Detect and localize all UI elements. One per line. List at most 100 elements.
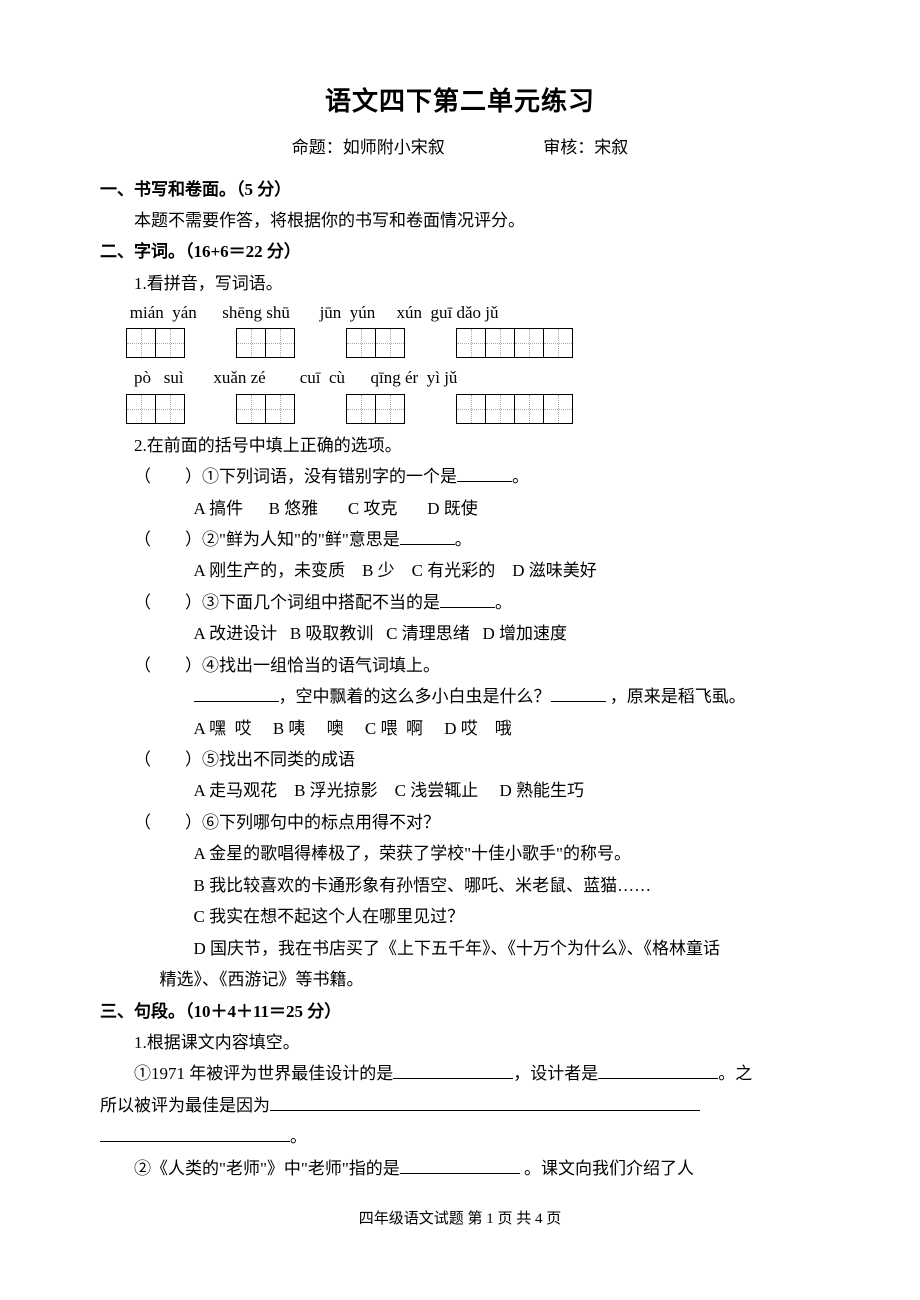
char-box-group xyxy=(236,328,294,358)
char-box[interactable] xyxy=(456,328,486,358)
mcq-stem: （ ）②"鲜为人知"的"鲜"意思是 。 xyxy=(134,524,820,555)
subtitle-left: 命题：如师附小宋叙 xyxy=(292,138,445,157)
document-title: 语文四下第二单元练习 xyxy=(100,78,820,126)
document-subtitle: 命题：如师附小宋叙 审核：宋叙 xyxy=(100,132,820,163)
answer-paren[interactable]: （ ） xyxy=(134,524,202,555)
mcq-options: A 搞件 B 悠雅 C 攻克 D 既使 xyxy=(194,493,821,524)
answer-paren[interactable]: （ ） xyxy=(134,744,202,775)
char-box[interactable] xyxy=(543,328,573,358)
blank[interactable] xyxy=(440,590,495,608)
q3-1-line1: ①1971 年被评为世界最佳设计的是 ，设计者是 。之 xyxy=(134,1058,820,1089)
char-box[interactable] xyxy=(126,394,156,424)
mcq-options: A 走马观花 B 浮光掠影 C 浅尝辄止 D 熟能生巧 xyxy=(194,775,821,806)
stem-text: ②"鲜为人知"的"鲜"意思是 xyxy=(202,530,400,549)
q3-1-text: ①1971 年被评为世界最佳设计的是 xyxy=(134,1064,393,1083)
stem-text: ①下列词语，没有错别字的一个是 xyxy=(202,467,457,486)
char-box[interactable] xyxy=(236,328,266,358)
page-footer: 四年级语文试题 第 1 页 共 4 页 xyxy=(100,1206,820,1234)
q3-1-text: 所以被评为最佳是因为 xyxy=(100,1096,270,1115)
char-box[interactable] xyxy=(514,328,544,358)
stem-text: ⑤找出不同类的成语 xyxy=(202,750,355,769)
blank[interactable] xyxy=(457,464,512,482)
answer-paren[interactable]: （ ） xyxy=(134,587,202,618)
char-box[interactable] xyxy=(346,328,376,358)
char-box[interactable] xyxy=(346,394,376,424)
stem-text: ④找出一组恰当的语气词填上。 xyxy=(202,656,440,675)
box-row-1 xyxy=(126,328,821,358)
char-box-group xyxy=(126,394,184,424)
q3-1-text: 。之 xyxy=(718,1064,752,1083)
q2-2-head: 2.在前面的括号中填上正确的选项。 xyxy=(134,430,820,461)
mcq-option-line: C 我实在想不起这个人在哪里见过？ xyxy=(194,901,821,932)
mcq-stem: （ ）③下面几个词组中搭配不当的是 。 xyxy=(134,587,820,618)
blank[interactable] xyxy=(393,1061,513,1079)
extra-tail: ，原来是稻飞虱。 xyxy=(606,687,746,706)
char-box[interactable] xyxy=(543,394,573,424)
mcq-option-line: A 金星的歌唱得棒极了，荣获了学校"十佳小歌手"的称号。 xyxy=(194,838,821,869)
mcq-option-line: B 我比较喜欢的卡通形象有孙悟空、哪吒、米老鼠、蓝猫…… xyxy=(194,870,821,901)
mcq-stem: （ ）④找出一组恰当的语气词填上。 xyxy=(134,650,820,681)
section-1-body: 本题不需要作答，将根据你的书写和卷面情况评分。 xyxy=(134,205,820,236)
char-box[interactable] xyxy=(126,328,156,358)
mcq-extra: ，空中飘着的这么多小白虫是什么？ ，原来是稻飞虱。 xyxy=(194,681,821,712)
char-box-group xyxy=(456,328,572,358)
section-3: 三、句段。（10＋4＋11＝25 分） xyxy=(100,996,820,1027)
q3-2-text: 。课文向我们介绍了人 xyxy=(524,1159,694,1178)
char-box-group xyxy=(456,394,572,424)
section-2-head: 二、字词。（16+6＝22 分） xyxy=(100,242,301,261)
extra-text: ，空中飘着的这么多小白虫是什么？ xyxy=(279,687,551,706)
stem-tail: 。 xyxy=(512,467,529,486)
char-box[interactable] xyxy=(375,328,405,358)
q3-1-line3: 。 xyxy=(100,1121,820,1152)
blank[interactable] xyxy=(194,684,279,702)
char-box-group xyxy=(346,394,404,424)
q3-1-head: 1.根据课文内容填空。 xyxy=(134,1027,820,1058)
char-box[interactable] xyxy=(265,394,295,424)
mcq-options: A 刚生产的，未变质 B 少 C 有光彩的 D 滋味美好 xyxy=(194,555,821,586)
pinyin-row-1: mián yán shēng shū jūn yún xún guī dǎo j… xyxy=(126,299,821,326)
mcq-stem: （ ）⑥下列哪句中的标点用得不对？ xyxy=(134,807,820,838)
answer-paren[interactable]: （ ） xyxy=(134,650,202,681)
blank[interactable] xyxy=(400,527,455,545)
mcq-options: A 嘿 哎 B 咦 噢 C 喂 啊 D 哎 哦 xyxy=(194,713,821,744)
char-box[interactable] xyxy=(265,328,295,358)
q3-1-text: 。 xyxy=(290,1127,307,1146)
mcq-options: A 改进设计 B 吸取教训 C 清理思绪 D 增加速度 xyxy=(194,618,821,649)
answer-paren[interactable]: （ ） xyxy=(134,461,202,492)
stem-text: ③下面几个词组中搭配不当的是 xyxy=(202,593,440,612)
stem-tail: 。 xyxy=(495,593,512,612)
char-box[interactable] xyxy=(456,394,486,424)
char-box[interactable] xyxy=(375,394,405,424)
section-1-head: 一、书写和卷面。（5 分） xyxy=(100,180,291,199)
mcq-option-line: D 国庆节，我在书店买了《上下五千年》、《十万个为什么》、《格林童话 xyxy=(194,933,821,964)
blank[interactable] xyxy=(598,1061,718,1079)
char-box-group xyxy=(236,394,294,424)
mcq-option-cont: 精选》、《西游记》等书籍。 xyxy=(160,964,821,995)
char-box[interactable] xyxy=(514,394,544,424)
char-box[interactable] xyxy=(155,394,185,424)
char-box-group xyxy=(346,328,404,358)
q3-2-line: ②《人类的"老师"》中"老师"指的是 。课文向我们介绍了人 xyxy=(134,1153,820,1184)
q3-2-text: ②《人类的"老师"》中"老师"指的是 xyxy=(134,1159,400,1178)
q3-1-text: ，设计者是 xyxy=(513,1064,598,1083)
section-3-head: 三、句段。（10＋4＋11＝25 分） xyxy=(100,1002,341,1021)
mcq-stem: （ ）⑤找出不同类的成语 xyxy=(134,744,820,775)
char-box[interactable] xyxy=(236,394,266,424)
mcq-stem: （ ）①下列词语，没有错别字的一个是 。 xyxy=(134,461,820,492)
blank[interactable] xyxy=(270,1093,700,1111)
blank[interactable] xyxy=(400,1156,520,1174)
blank[interactable] xyxy=(100,1124,290,1142)
blank[interactable] xyxy=(551,684,606,702)
stem-tail: 。 xyxy=(455,530,472,549)
char-box[interactable] xyxy=(485,394,515,424)
char-box-group xyxy=(126,328,184,358)
q3-1-line2: 所以被评为最佳是因为 xyxy=(100,1090,820,1121)
q2-1-head: 1.看拼音，写词语。 xyxy=(134,268,820,299)
section-1: 一、书写和卷面。（5 分） xyxy=(100,174,820,205)
char-box[interactable] xyxy=(155,328,185,358)
char-box[interactable] xyxy=(485,328,515,358)
box-row-2 xyxy=(126,394,821,424)
subtitle-right: 审核：宋叙 xyxy=(543,138,628,157)
section-2: 二、字词。（16+6＝22 分） xyxy=(100,236,820,267)
answer-paren[interactable]: （ ） xyxy=(134,807,202,838)
